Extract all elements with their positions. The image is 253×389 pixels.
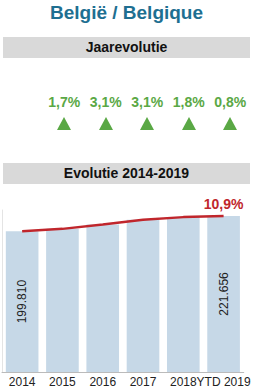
svg-text:2017: 2017: [130, 375, 157, 389]
html-text:België / Belgique: België / Belgique: [50, 2, 203, 23]
html-text:1,7%: 1,7%: [48, 94, 81, 110]
svg-text:199.810: 199.810: [15, 280, 29, 324]
svg-text:221.656: 221.656: [217, 272, 231, 316]
svg-text:2014: 2014: [9, 375, 36, 389]
svg-text:2016: 2016: [89, 375, 116, 389]
html-text:3,1%: 3,1%: [131, 94, 164, 110]
svg-text:2015: 2015: [49, 375, 76, 389]
html-text:3,1%: 3,1%: [89, 94, 122, 110]
svg-text:YTD 2019: YTD 2019: [197, 375, 251, 389]
svg-text:10,9%: 10,9%: [204, 196, 244, 212]
html-text:0,8%: 0,8%: [214, 94, 247, 110]
svg-text:2018: 2018: [170, 375, 197, 389]
html-text:Jaarevolutie: Jaarevolutie: [85, 39, 168, 55]
html-text:1,8%: 1,8%: [172, 94, 205, 110]
html-text:Evolutie 2014-2019: Evolutie 2014-2019: [63, 165, 190, 181]
